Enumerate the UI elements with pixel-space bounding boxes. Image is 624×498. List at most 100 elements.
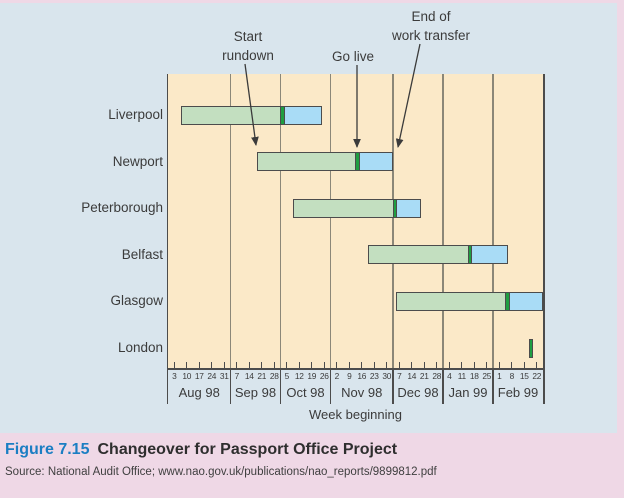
week-tick	[248, 361, 250, 368]
row-label-london: London	[117, 340, 163, 355]
rundown-segment	[181, 106, 280, 124]
week-tick	[411, 361, 413, 368]
week-number: 26	[319, 371, 329, 381]
week-tick	[348, 361, 350, 368]
week-number: 7	[234, 371, 240, 381]
go-live-marker-london	[528, 338, 533, 358]
week-tick	[473, 361, 475, 368]
figure-caption: Figure 7.15 Changeover for Passport Offic…	[5, 441, 397, 459]
month-gridline	[279, 74, 282, 368]
transfer-segment	[472, 246, 507, 264]
week-number: 18	[469, 371, 479, 381]
week-tick	[461, 361, 463, 368]
month-gridline	[492, 74, 494, 368]
go-live-marker	[467, 246, 472, 264]
week-number: 2	[334, 371, 340, 381]
annotation-start-rundown: Start rundown	[222, 29, 274, 63]
annotation-go-live: Go live	[331, 49, 375, 64]
week-number: 21	[257, 371, 267, 381]
week-tick	[448, 361, 450, 368]
plot-left-border	[166, 74, 168, 404]
month-label: Nov 98	[341, 384, 383, 400]
month-gridline	[392, 74, 394, 368]
month-separator	[392, 368, 394, 404]
week-number: 5	[284, 371, 290, 381]
plot-right-border	[543, 74, 545, 404]
week-number: 24	[207, 371, 217, 381]
rundown-segment	[294, 199, 393, 217]
go-live-marker	[355, 153, 360, 171]
row-label-liverpool: Liverpool	[108, 107, 163, 122]
week-number: 28	[432, 371, 442, 381]
week-number: 9	[347, 371, 352, 381]
week-tick	[236, 361, 238, 368]
x-axis-line	[166, 368, 545, 370]
month-label: Dec 98	[397, 384, 439, 400]
week-number: 23	[369, 371, 379, 381]
week-number: 22	[532, 371, 542, 381]
week-number: 16	[357, 371, 367, 381]
gantt-bar-liverpool	[180, 105, 322, 125]
figure-title: Changeover for Passport Office Project	[97, 441, 398, 458]
row-label-glasgow: Glasgow	[110, 293, 163, 309]
transfer-segment	[397, 199, 420, 217]
week-number: 12	[294, 371, 304, 381]
gantt-bar-glasgow	[395, 291, 543, 311]
week-number: 10	[182, 371, 192, 381]
week-tick	[261, 361, 263, 368]
x-axis-title: Week beginning	[309, 407, 402, 422]
week-number: 17	[194, 371, 204, 381]
week-tick	[336, 361, 338, 368]
week-tick	[523, 361, 525, 368]
month-label: Sep 98	[234, 384, 277, 400]
week-tick	[398, 361, 400, 368]
week-number: 25	[482, 371, 492, 381]
rundown-segment	[257, 153, 355, 171]
week-tick	[373, 361, 375, 368]
month-separator	[492, 368, 494, 404]
week-number: 8	[509, 371, 515, 381]
month-separator	[329, 368, 332, 404]
figure-number: Figure 7.15	[5, 441, 90, 458]
week-tick	[423, 361, 425, 368]
annotation-end-of-work-transfer: End of work transfer	[391, 9, 471, 43]
gantt-bar-newport	[256, 152, 393, 172]
month-gridline	[442, 74, 444, 368]
week-tick	[223, 361, 225, 368]
week-number: 14	[244, 371, 254, 381]
row-label-peterborough: Peterborough	[81, 200, 163, 216]
week-tick	[298, 361, 300, 368]
week-tick	[511, 361, 513, 368]
gantt-bar-belfast	[368, 245, 508, 265]
week-number: 3	[172, 371, 177, 381]
rundown-segment	[369, 246, 468, 264]
week-number: 15	[519, 371, 529, 381]
week-number: 31	[219, 371, 229, 381]
week-number: 21	[419, 371, 429, 381]
month-label: Aug 98	[178, 384, 220, 400]
transfer-segment	[359, 153, 392, 171]
week-tick	[273, 361, 275, 368]
week-tick	[198, 361, 200, 368]
gantt-bar-peterborough	[293, 198, 421, 218]
week-number: 30	[382, 371, 392, 381]
rundown-segment	[396, 292, 505, 310]
transfer-segment	[509, 292, 542, 310]
go-live-marker	[505, 292, 510, 310]
week-tick	[186, 361, 188, 368]
week-tick	[498, 361, 500, 368]
week-tick	[211, 361, 213, 368]
month-gridline	[229, 74, 232, 368]
week-tick	[286, 361, 288, 368]
week-number: 28	[269, 371, 279, 381]
month-label: Feb 99	[497, 384, 539, 400]
week-tick	[173, 361, 175, 368]
week-tick	[436, 361, 438, 368]
week-tick	[386, 361, 388, 368]
go-live-marker	[392, 199, 397, 217]
month-separator	[279, 368, 282, 404]
week-number: 1	[497, 371, 502, 381]
week-tick	[323, 361, 325, 368]
figure-source: Source: National Audit Office; www.nao.g…	[5, 466, 437, 478]
